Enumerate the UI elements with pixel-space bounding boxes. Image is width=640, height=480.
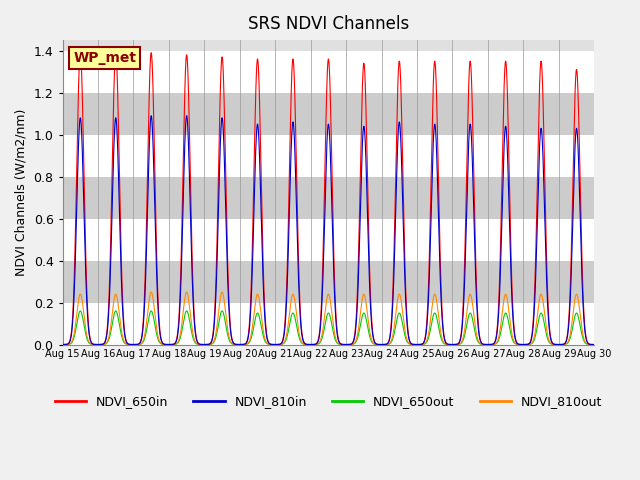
Legend: NDVI_650in, NDVI_810in, NDVI_650out, NDVI_810out: NDVI_650in, NDVI_810in, NDVI_650out, NDV… — [50, 390, 607, 413]
Text: WP_met: WP_met — [73, 51, 136, 65]
Y-axis label: NDVI Channels (W/m2/nm): NDVI Channels (W/m2/nm) — [15, 108, 28, 276]
Bar — [63, 261, 595, 302]
Bar — [63, 134, 595, 177]
Bar — [63, 218, 595, 261]
Bar — [63, 50, 595, 93]
Bar — [63, 177, 595, 218]
Bar — [63, 93, 595, 134]
Title: SRS NDVI Channels: SRS NDVI Channels — [248, 15, 409, 33]
Bar — [63, 302, 595, 345]
